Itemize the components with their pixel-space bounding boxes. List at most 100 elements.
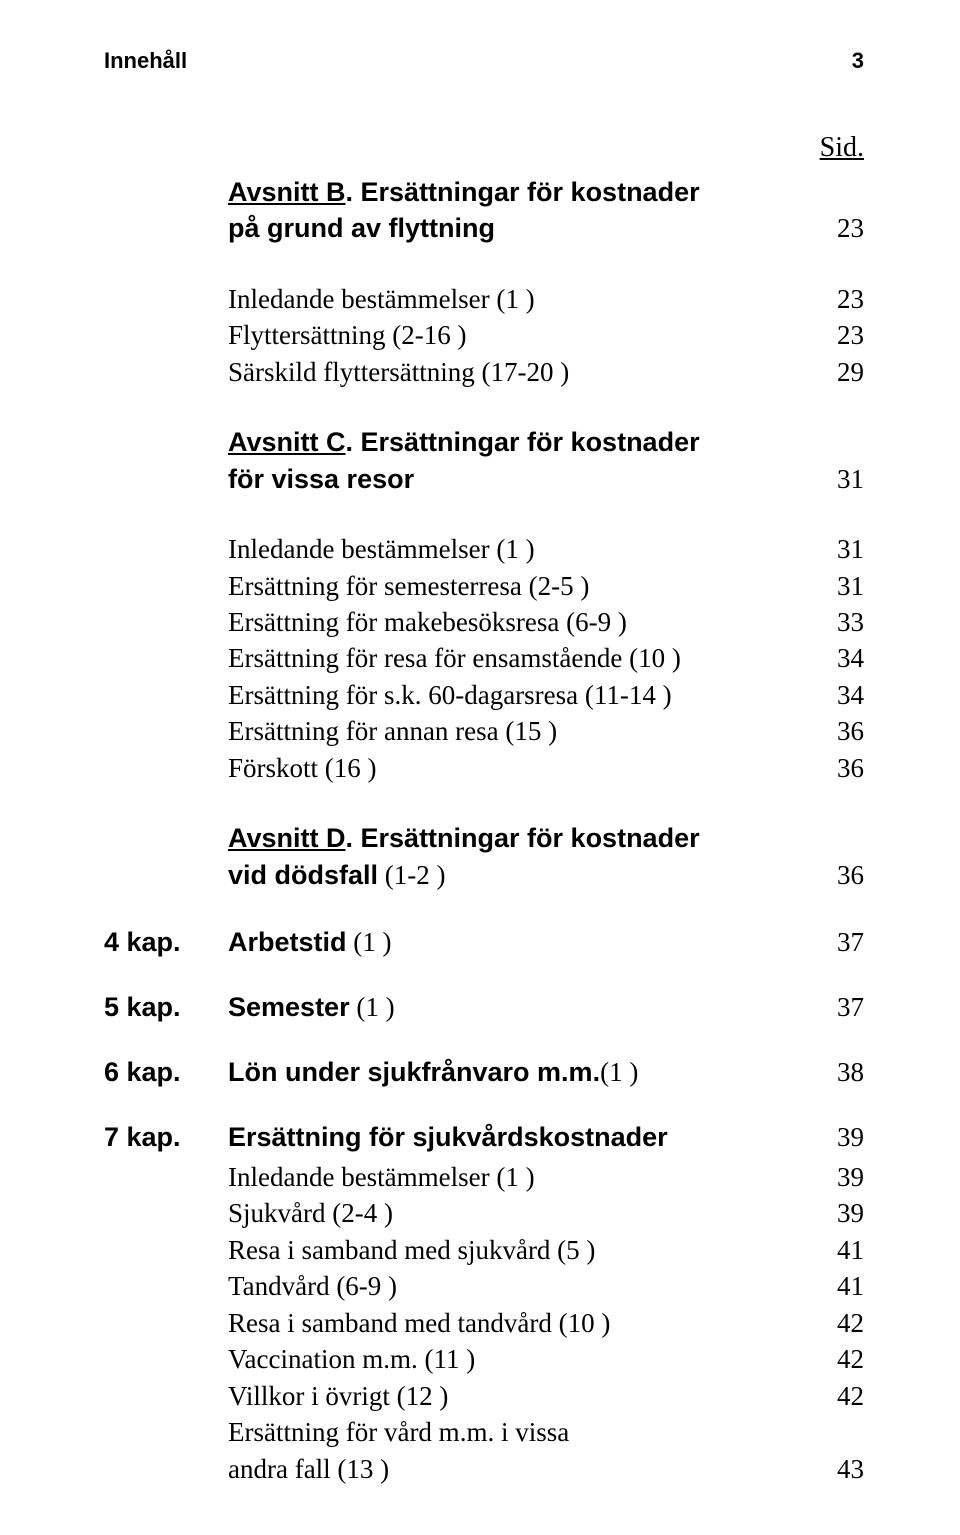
kap6-title: Lön under sjukfrånvaro m.m. bbox=[228, 1057, 600, 1087]
toc-label: Vaccination m.m. (11 ) bbox=[228, 1341, 824, 1377]
kap7-label: 7 kap. bbox=[104, 1122, 228, 1153]
toc-row: Förskott (16 )36 bbox=[228, 750, 864, 786]
section-c: Avsnitt C. Ersättningar för kostnader fö… bbox=[228, 424, 864, 497]
toc-page: 41 bbox=[824, 1268, 864, 1304]
toc-row: Inledande bestämmelser (1 ) 23 bbox=[228, 281, 864, 317]
toc-label: Inledande bestämmelser (1 ) bbox=[228, 531, 824, 567]
section-d-heading: Avsnitt D. Ersättningar för kostnader bbox=[228, 820, 864, 856]
toc-row: Villkor i övrigt (12 )42 bbox=[228, 1378, 864, 1414]
toc-row: Flyttersättning (2-16 ) 23 bbox=[228, 317, 864, 353]
toc-page: 43 bbox=[824, 1451, 864, 1487]
toc-label: Flyttersättning (2-16 ) bbox=[228, 317, 824, 353]
section-c-heading: Avsnitt C. Ersättningar för kostnader bbox=[228, 424, 864, 460]
toc-label: Ersättning för makebesöksresa (6-9 ) bbox=[228, 604, 824, 640]
kap4-paren: (1 ) bbox=[347, 927, 392, 957]
kap7-items: Inledande bestämmelser (1 )39 Sjukvård (… bbox=[228, 1159, 864, 1487]
kap4-title: Arbetstid bbox=[228, 927, 347, 957]
toc-body: Sid. Avsnitt B. Ersättningar för kostnad… bbox=[104, 132, 864, 893]
toc-row: Resa i samband med sjukvård (5 )41 bbox=[228, 1232, 864, 1268]
toc-label: Ersättning för semesterresa (2-5 ) bbox=[228, 568, 824, 604]
toc-page: 39 bbox=[824, 1195, 864, 1231]
toc-page: 23 bbox=[824, 317, 864, 353]
toc-page: 23 bbox=[824, 281, 864, 317]
kap5-title: Semester bbox=[228, 992, 350, 1022]
toc-page: 31 bbox=[824, 531, 864, 567]
toc-page: 36 bbox=[824, 750, 864, 786]
kap7-row: 7 kap. Ersättning för sjukvårdskostnader… bbox=[104, 1122, 864, 1487]
toc-row: Ersättning för makebesöksresa (6-9 )33 bbox=[228, 604, 864, 640]
section-d-line2: vid dödsfall bbox=[228, 860, 378, 890]
toc-row: andra fall (13 )43 bbox=[228, 1451, 864, 1487]
running-header: Innehåll 3 bbox=[104, 48, 864, 74]
toc-row: Vaccination m.m. (11 )42 bbox=[228, 1341, 864, 1377]
kap4-label: 4 kap. bbox=[104, 927, 228, 958]
toc-page: 34 bbox=[824, 677, 864, 713]
kap6-paren: (1 ) bbox=[600, 1057, 638, 1087]
header-left: Innehåll bbox=[104, 48, 187, 74]
kap6-page: 38 bbox=[824, 1057, 864, 1088]
toc-page: 29 bbox=[824, 354, 864, 390]
section-b-items: Inledande bestämmelser (1 ) 23 Flyttersä… bbox=[228, 281, 864, 390]
toc-row: Ersättning för resa för ensamstående (10… bbox=[228, 640, 864, 676]
kap5-row: 5 kap. Semester (1 ) 37 bbox=[104, 992, 864, 1023]
section-c-label-underline: Avsnitt C bbox=[228, 427, 346, 457]
toc-label: Inledande bestämmelser (1 ) bbox=[228, 1159, 824, 1195]
section-b-label-rest: . Ersättningar för kostnader bbox=[346, 177, 700, 207]
toc-label: Ersättning för vård m.m. i vissa bbox=[228, 1414, 824, 1450]
toc-label: Resa i samband med sjukvård (5 ) bbox=[228, 1232, 824, 1268]
kap7-title: Ersättning för sjukvårdskostnader bbox=[228, 1122, 668, 1153]
section-b-label-underline: Avsnitt B bbox=[228, 177, 346, 207]
toc-label: Sjukvård (2-4 ) bbox=[228, 1195, 824, 1231]
header-right: 3 bbox=[852, 48, 864, 74]
section-d-paren: (1-2 ) bbox=[378, 860, 445, 890]
toc-label: Villkor i övrigt (12 ) bbox=[228, 1378, 824, 1414]
toc-label: Förskott (16 ) bbox=[228, 750, 824, 786]
section-c-items: Inledande bestämmelser (1 )31 Ersättning… bbox=[228, 531, 864, 786]
toc-page: 39 bbox=[824, 1159, 864, 1195]
toc-label: Inledande bestämmelser (1 ) bbox=[228, 281, 824, 317]
toc-page: 42 bbox=[824, 1341, 864, 1377]
toc-row: Särskild flyttersättning (17-20 ) 29 bbox=[228, 354, 864, 390]
kap6-row: 6 kap. Lön under sjukfrånvaro m.m.(1 ) 3… bbox=[104, 1057, 864, 1088]
toc-page: 42 bbox=[824, 1378, 864, 1414]
section-b-line2: på grund av flyttning bbox=[228, 210, 824, 246]
section-b: Avsnitt B. Ersättningar för kostnader på… bbox=[228, 174, 864, 247]
toc-label: Särskild flyttersättning (17-20 ) bbox=[228, 354, 824, 390]
section-d-heading-line2: vid dödsfall (1-2 ) 36 bbox=[228, 857, 864, 893]
section-b-heading: Avsnitt B. Ersättningar för kostnader bbox=[228, 174, 864, 210]
toc-row: Inledande bestämmelser (1 )39 bbox=[228, 1159, 864, 1195]
toc-page: 31 bbox=[824, 568, 864, 604]
toc-row: Ersättning för vård m.m. i vissa bbox=[228, 1414, 864, 1450]
kap4-page: 37 bbox=[824, 927, 864, 958]
sid-label: Sid. bbox=[228, 132, 864, 164]
toc-page: 36 bbox=[824, 713, 864, 749]
toc-page: 41 bbox=[824, 1232, 864, 1268]
section-c-label-rest: . Ersättningar för kostnader bbox=[346, 427, 700, 457]
section-c-heading-line2: för vissa resor 31 bbox=[228, 461, 864, 497]
toc-label: andra fall (13 ) bbox=[228, 1451, 824, 1487]
toc-label: Ersättning för annan resa (15 ) bbox=[228, 713, 824, 749]
toc-row: Tandvård (6-9 )41 bbox=[228, 1268, 864, 1304]
toc-row: Ersättning för semesterresa (2-5 )31 bbox=[228, 568, 864, 604]
section-d-label-rest: . Ersättningar för kostnader bbox=[346, 823, 700, 853]
toc-row: Inledande bestämmelser (1 )31 bbox=[228, 531, 864, 567]
toc-label: Ersättning för s.k. 60-dagarsresa (11-14… bbox=[228, 677, 824, 713]
section-c-page: 31 bbox=[824, 461, 864, 497]
toc-page: 33 bbox=[824, 604, 864, 640]
toc-page: 34 bbox=[824, 640, 864, 676]
toc-row: Resa i samband med tandvård (10 )42 bbox=[228, 1305, 864, 1341]
kap6-label: 6 kap. bbox=[104, 1057, 228, 1088]
kap4-row: 4 kap. Arbetstid (1 ) 37 bbox=[104, 927, 864, 958]
section-b-page: 23 bbox=[824, 210, 864, 246]
toc-row: Ersättning för s.k. 60-dagarsresa (11-14… bbox=[228, 677, 864, 713]
kap5-paren: (1 ) bbox=[350, 992, 395, 1022]
section-c-line2: för vissa resor bbox=[228, 461, 824, 497]
toc-label: Ersättning för resa för ensamstående (10… bbox=[228, 640, 824, 676]
toc-label: Tandvård (6-9 ) bbox=[228, 1268, 824, 1304]
page: Innehåll 3 Sid. Avsnitt B. Ersättningar … bbox=[0, 0, 960, 1535]
section-d-page: 36 bbox=[824, 857, 864, 893]
toc-page: 42 bbox=[824, 1305, 864, 1341]
kap5-page: 37 bbox=[824, 992, 864, 1023]
kap7-page: 39 bbox=[824, 1122, 864, 1153]
section-d: Avsnitt D. Ersättningar för kostnader vi… bbox=[228, 820, 864, 893]
